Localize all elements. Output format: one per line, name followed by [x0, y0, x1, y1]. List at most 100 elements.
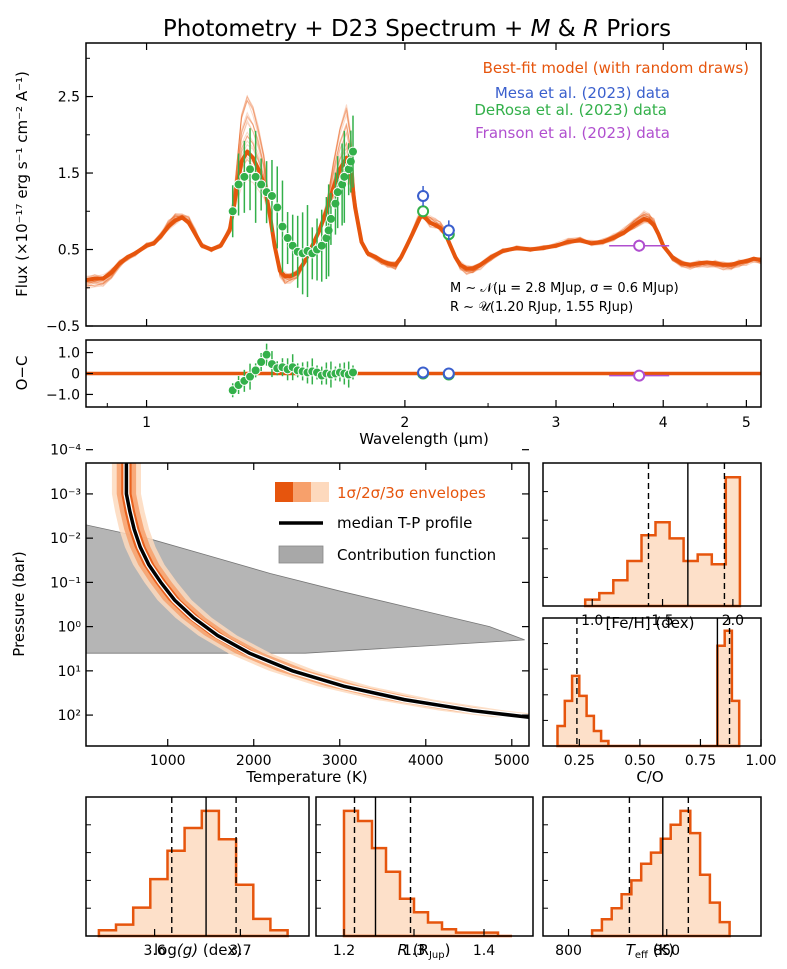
tp-x-tick-label: 5000 [494, 753, 530, 769]
spectrum-y-ticks: −0.5 0.5 1.5 2.5 [46, 43, 747, 335]
best-fit-model-layer [86, 149, 761, 283]
residual-derosa-point [261, 349, 272, 360]
spectrum-y-tick-label: 1.5 [58, 166, 80, 182]
histogram-feh: [Fe/H] (dex) 1.0 1.5 2.0 [542, 462, 762, 632]
logg-x-tick-label: 3.7 [229, 943, 251, 959]
feh-histogram-bars [583, 476, 742, 608]
residual-mesa-point [442, 367, 455, 380]
residual-derosa-point [256, 356, 267, 367]
wavelength-x-tick-label: 3 [552, 415, 561, 431]
feh-x-label: [Fe/H] (dex) [606, 614, 695, 632]
legend-envelopes: 1σ/2σ/3σ envelopes [337, 484, 486, 502]
logg-histogram-bars [97, 809, 289, 938]
derosa-point [250, 171, 261, 182]
legend-mesa: Mesa et al. (2023) data [495, 84, 670, 102]
residual-derosa-point [250, 365, 261, 376]
co-axes-frame [542, 617, 762, 747]
residual-panel: −1.0 0 1.0 1 2 3 4 5 O−C Wavelength (μm) [13, 339, 762, 448]
histogram-radius: R (RJup) 1.2 1.3 1.4 [315, 796, 534, 961]
derosa-point [272, 202, 283, 213]
tp-y-tick-label: 10⁻¹ [50, 575, 81, 591]
histogram-co: C/O 0.25 0.50 0.75 1.00 [542, 617, 777, 786]
legend-best-fit: Best-fit model (with random draws) [483, 59, 749, 77]
wavelength-x-label: Wavelength (μm) [359, 430, 489, 448]
teff-x-tick-label: 800 [555, 943, 582, 959]
derosa-point [323, 225, 334, 236]
tp-envelope-layer [86, 463, 529, 721]
logg-x-label: log(g) (dex) [154, 941, 242, 959]
residual-mesa-point [417, 366, 430, 379]
co-histogram-bars [556, 629, 741, 748]
derosa-point [417, 205, 430, 218]
derosa-point [233, 179, 244, 190]
tp-y-ticks: 10⁻⁴ 10⁻³ 10⁻² 10⁻¹ 10⁰ 10¹ 10² [50, 443, 529, 724]
wavelength-x-ticks: 1 2 3 4 5 [106, 400, 751, 431]
tp-y-tick-label: 10⁻³ [50, 487, 81, 503]
wavelength-x-tick-label: 2 [400, 415, 409, 431]
derosa-point [325, 213, 336, 224]
tp-x-label: Temperature (K) [245, 768, 367, 786]
franson-point [633, 239, 646, 252]
derosa-point [227, 206, 238, 217]
radius-prior-annotation: R ∼ 𝒰(1.20 RJup, 1.55 RJup) [450, 300, 633, 315]
derosa-point [239, 171, 250, 182]
logg-axes-frame [85, 796, 310, 937]
teff-x-label: Teff (K) [626, 941, 675, 961]
derosa-point [347, 146, 358, 157]
co-x-tick-label: 1.00 [745, 753, 776, 769]
teff-axes-frame [542, 796, 762, 937]
feh-x-tick-label: 1.5 [651, 613, 673, 629]
feh-x-tick-label: 1.0 [581, 613, 603, 629]
residual-derosa-point [245, 371, 256, 382]
tp-y-tick-label: 10⁻² [50, 531, 81, 547]
spectrum-panel: −0.5 0.5 1.5 2.5 Flux (×10⁻¹⁷ erg s⁻¹ cm⁻² … [13, 42, 762, 335]
legend-swatch-contribution [278, 545, 324, 564]
residual-derosa-point [347, 367, 358, 378]
feh-x-tick-label: 2.0 [722, 613, 744, 629]
spectrum-y-label: Flux (×10⁻¹⁷ erg s⁻¹ cm⁻² A⁻¹) [13, 71, 31, 297]
radius-x-tick-label: 1.2 [333, 943, 355, 959]
mesa-point [442, 224, 455, 237]
wavelength-x-tick-label: 5 [742, 415, 751, 431]
radius-x-tick-label: 1.4 [473, 943, 495, 959]
tp-x-tick-label: 1000 [150, 753, 186, 769]
legend-derosa: DeRosa et al. (2023) data [474, 101, 667, 119]
legend-swatch-3sigma [311, 482, 329, 502]
radius-axes-frame [315, 796, 534, 937]
feh-axes-frame [542, 462, 762, 607]
chart-title: Photometry + D23 Spectrum + M & R Priors [163, 16, 671, 42]
tp-axes-frame [85, 462, 530, 747]
histogram-teff: Teff (K) 800 850 [542, 796, 762, 961]
radius-histogram-bars [342, 809, 512, 938]
tp-y-tick-label: 10⁰ [58, 620, 82, 636]
mesa-point [417, 189, 430, 202]
residual-y-ticks: −1.0 0 1.0 [46, 346, 93, 403]
wavelength-x-tick-label: 4 [659, 415, 668, 431]
legend-median: median T-P profile [337, 514, 472, 532]
tp-x-ticks: 1000 2000 3000 4000 5000 [150, 463, 530, 769]
residual-franson-point [633, 369, 646, 382]
radius-x-label: R (RJup) [398, 941, 451, 961]
tp-profile-panel: 1000 2000 3000 4000 5000 10⁻⁴ 10⁻³ 10⁻² 10⁻¹ 10⁰… [10, 443, 530, 786]
tp-median-line [124, 463, 529, 720]
co-x-tick-label: 0.75 [685, 753, 716, 769]
spectrum-data-layer [227, 115, 670, 298]
residual-y-label: O−C [13, 356, 31, 391]
derosa-point [277, 221, 288, 232]
co-x-tick-label: 0.25 [564, 753, 595, 769]
tp-y-tick-label: 10⁻⁴ [50, 443, 81, 459]
legend-swatch-1sigma [275, 482, 293, 502]
spectrum-y-tick-label: 2.5 [58, 90, 80, 106]
legend-franson: Franson et al. (2023) data [475, 124, 670, 142]
derosa-point [345, 156, 356, 167]
derosa-point [245, 164, 256, 175]
residual-y-tick-label: −1.0 [46, 387, 80, 403]
co-x-tick-label: 0.50 [624, 753, 655, 769]
histogram-logg: log(g) (dex) 3.6 3.7 [85, 796, 310, 959]
legend-swatch-2sigma [293, 482, 311, 502]
tp-y-tick-label: 10² [58, 708, 81, 724]
spectrum-y-tick-label: 0.5 [58, 243, 80, 259]
residual-y-tick-label: 0 [71, 367, 80, 383]
tp-x-tick-label: 4000 [408, 753, 444, 769]
